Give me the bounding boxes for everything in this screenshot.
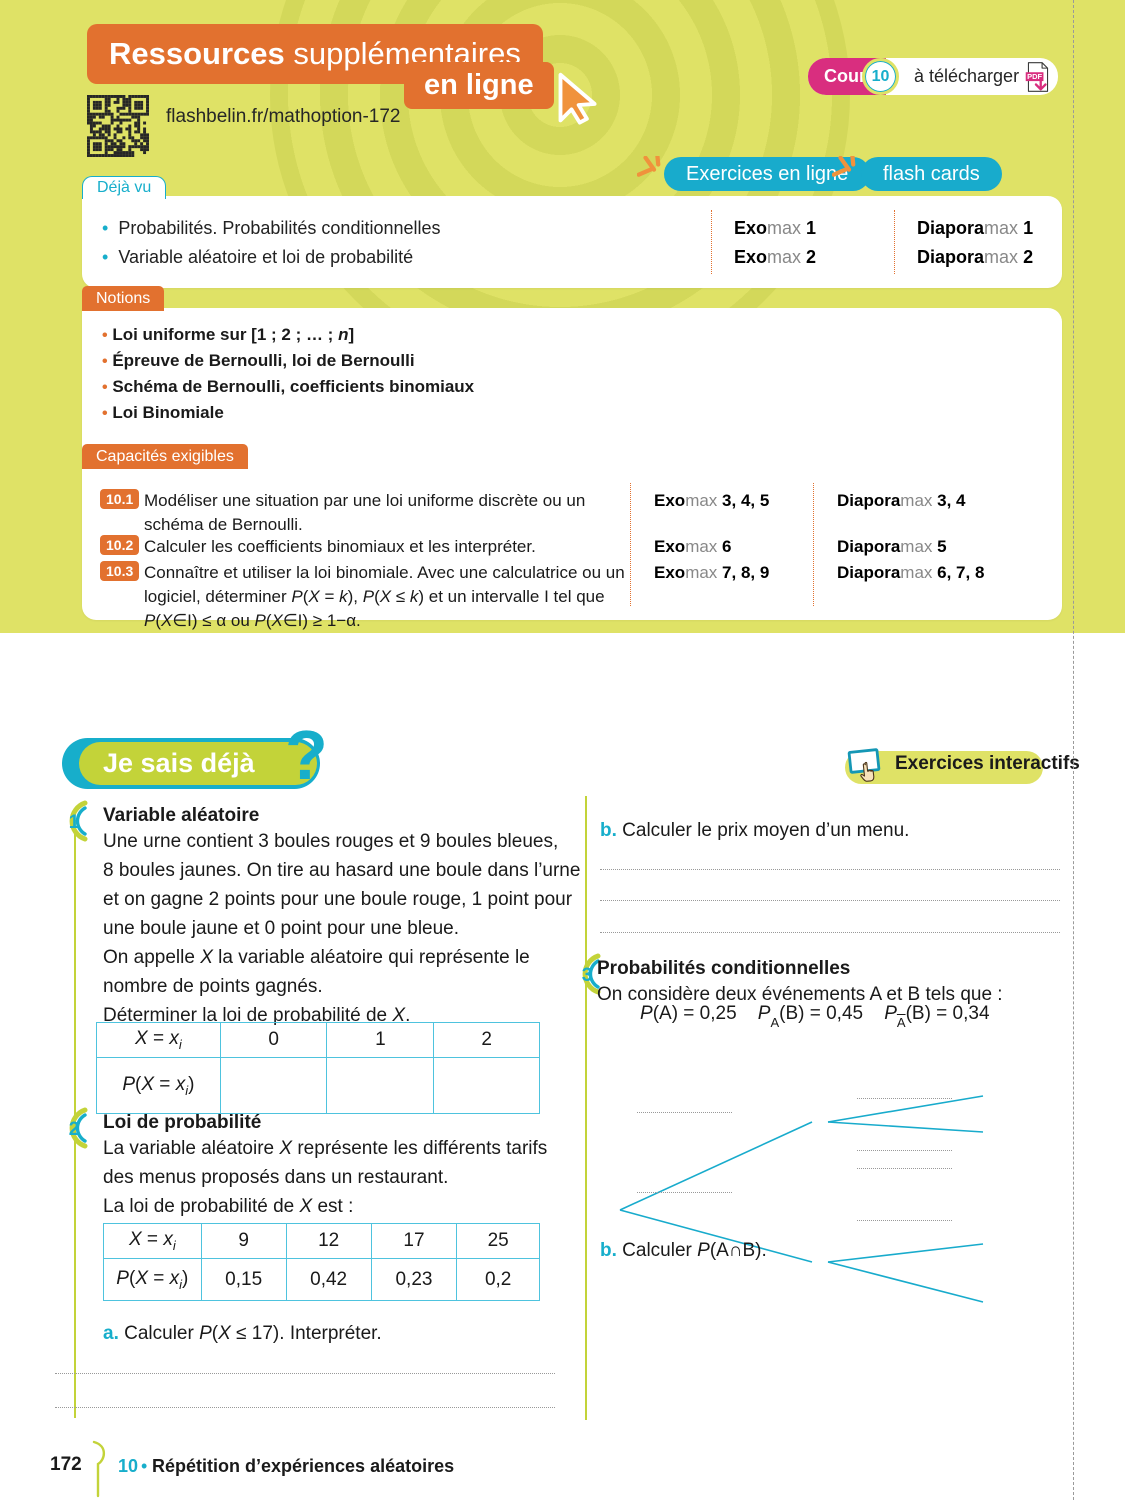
svg-text:2: 2 bbox=[69, 1119, 80, 1140]
svg-text:3: 3 bbox=[582, 965, 593, 986]
svg-text:1: 1 bbox=[69, 812, 80, 833]
